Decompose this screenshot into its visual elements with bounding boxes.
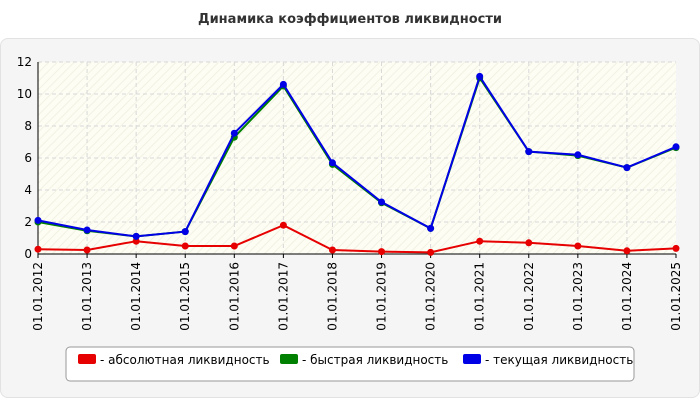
series-line xyxy=(37,224,677,254)
legend-item-1: - абсолютная ликвидность xyxy=(78,353,270,367)
data-point xyxy=(476,72,484,80)
x-tick-label: 01.01.2023 xyxy=(571,262,585,331)
series-3 xyxy=(34,72,680,240)
legend-swatch xyxy=(78,354,96,364)
legend-box xyxy=(65,346,635,382)
x-tick-label: 01.01.2014 xyxy=(129,262,143,331)
data-point xyxy=(672,143,680,151)
x-tick-label: 01.01.2018 xyxy=(325,262,339,331)
data-point xyxy=(427,224,435,232)
legend-swatch xyxy=(280,354,298,364)
data-point xyxy=(230,129,238,137)
legend-label: - быстрая ликвидность xyxy=(302,353,448,367)
data-point xyxy=(83,246,91,254)
data-point xyxy=(378,248,386,256)
x-tick-label: 01.01.2012 xyxy=(31,262,45,331)
data-point xyxy=(328,246,336,254)
data-point xyxy=(83,226,91,234)
series-1 xyxy=(34,221,680,256)
x-tick-label: 01.01.2016 xyxy=(227,262,241,331)
data-point xyxy=(132,232,140,240)
data-point xyxy=(328,159,336,167)
y-tick-label: 10 xyxy=(17,87,32,101)
data-point xyxy=(230,242,238,250)
x-tick-label: 01.01.2020 xyxy=(424,262,438,331)
data-point xyxy=(427,248,435,256)
y-tick-label: 2 xyxy=(24,215,32,229)
y-tick-label: 6 xyxy=(24,151,32,165)
chart-title: Динамика коэффициентов ликвидности xyxy=(198,12,502,27)
y-tick-label: 12 xyxy=(17,55,32,69)
y-tick-label: 8 xyxy=(24,119,32,133)
y-tick-label: 0 xyxy=(24,247,32,261)
y-tick-label: 4 xyxy=(24,183,32,197)
x-tick-label: 01.01.2015 xyxy=(178,262,192,331)
data-point xyxy=(672,244,680,252)
legend-label: - текущая ликвидность xyxy=(485,353,633,367)
legend-label: - абсолютная ликвидность xyxy=(100,353,270,367)
x-tick-label: 01.01.2022 xyxy=(522,262,536,331)
x-tick-label: 01.01.2024 xyxy=(620,262,634,331)
legend-swatch xyxy=(463,354,481,364)
data-point xyxy=(279,221,287,229)
x-tick-label: 01.01.2017 xyxy=(276,262,290,331)
data-point xyxy=(34,245,42,253)
data-point xyxy=(181,228,189,236)
data-point xyxy=(132,237,140,245)
x-tick-label: 01.01.2025 xyxy=(669,262,683,331)
data-point xyxy=(378,198,386,206)
data-point xyxy=(574,242,582,250)
data-point xyxy=(279,80,287,88)
data-point xyxy=(525,148,533,156)
data-point xyxy=(623,164,631,172)
data-point xyxy=(574,151,582,159)
legend-item-2: - быстрая ликвидность xyxy=(280,353,448,367)
x-tick-label: 01.01.2013 xyxy=(80,262,94,331)
x-tick-label: 01.01.2021 xyxy=(473,262,487,331)
series-line xyxy=(37,74,677,238)
data-point xyxy=(623,247,631,255)
data-point xyxy=(476,237,484,245)
data-point xyxy=(34,216,42,224)
data-point xyxy=(525,239,533,247)
x-tick-label: 01.01.2019 xyxy=(375,262,389,331)
data-point xyxy=(181,242,189,250)
legend-item-3: - текущая ликвидность xyxy=(463,353,633,367)
